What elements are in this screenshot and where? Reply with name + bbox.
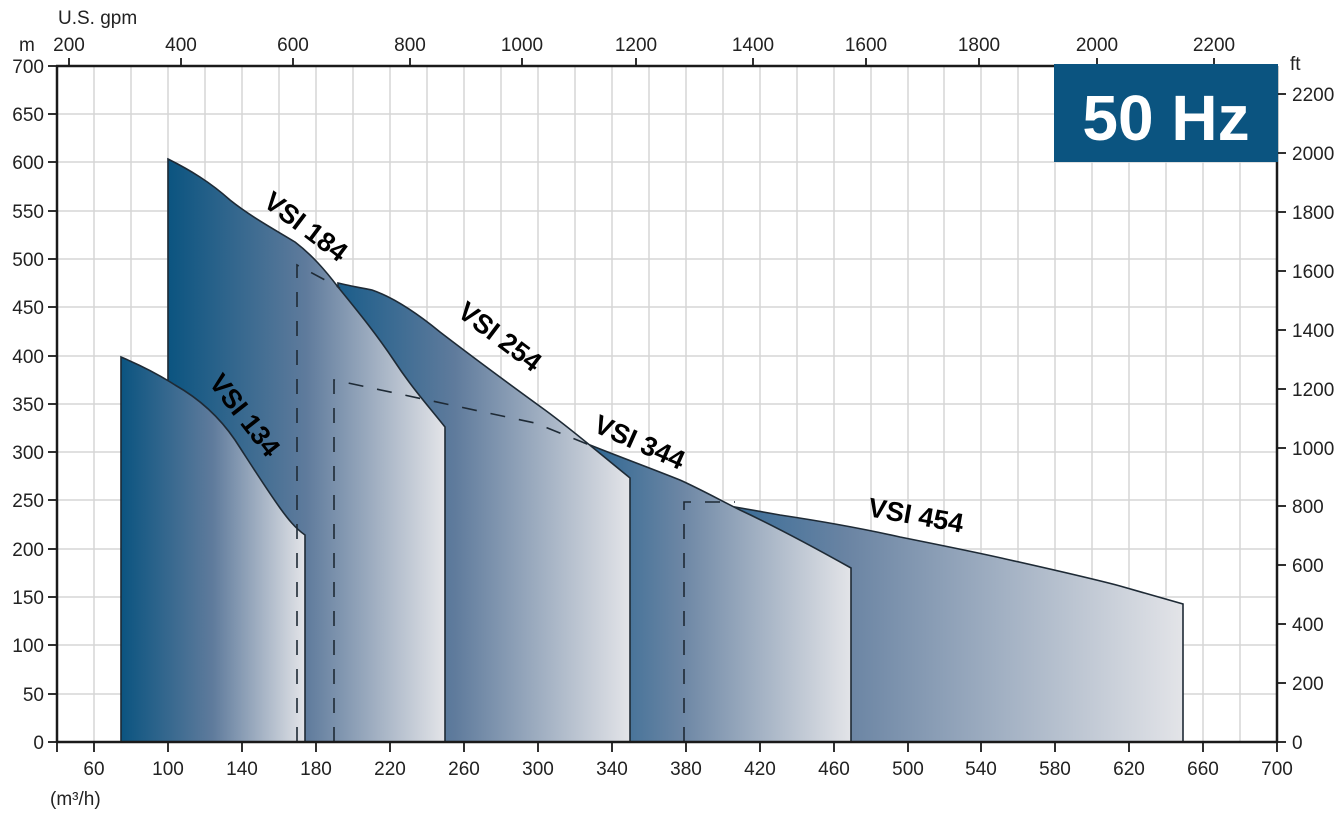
bottom-axis-unit: (m³/h) [50, 789, 101, 810]
svg-text:540: 540 [965, 759, 997, 780]
svg-text:0: 0 [33, 733, 44, 754]
svg-text:300: 300 [522, 759, 554, 780]
svg-text:700: 700 [1261, 759, 1293, 780]
svg-text:500: 500 [892, 759, 924, 780]
svg-text:2200: 2200 [1193, 35, 1235, 56]
svg-text:450: 450 [12, 298, 44, 319]
svg-text:580: 580 [1039, 759, 1071, 780]
svg-text:1800: 1800 [1292, 203, 1334, 224]
svg-text:100: 100 [152, 759, 184, 780]
svg-text:200: 200 [53, 35, 85, 56]
svg-text:1600: 1600 [1292, 262, 1334, 283]
svg-text:380: 380 [670, 759, 702, 780]
svg-text:1000: 1000 [501, 35, 543, 56]
svg-text:460: 460 [818, 759, 850, 780]
svg-text:150: 150 [12, 588, 44, 609]
svg-text:650: 650 [12, 105, 44, 126]
svg-text:340: 340 [596, 759, 628, 780]
right-axis-unit: ft [1290, 54, 1301, 75]
svg-text:2200: 2200 [1292, 85, 1334, 106]
left-ticks [48, 65, 57, 743]
svg-text:300: 300 [12, 443, 44, 464]
svg-text:200: 200 [12, 540, 44, 561]
left-axis-unit: m [19, 35, 35, 56]
svg-text:600: 600 [12, 153, 44, 174]
svg-text:350: 350 [12, 395, 44, 416]
svg-text:180: 180 [300, 759, 332, 780]
bottom-ticks [56, 742, 1278, 752]
svg-text:700: 700 [12, 57, 44, 78]
curve-vsi134 [120, 355, 306, 743]
svg-text:800: 800 [1292, 497, 1324, 518]
frequency-badge: 50 Hz [1054, 64, 1278, 162]
svg-text:660: 660 [1187, 759, 1219, 780]
svg-text:0: 0 [1292, 733, 1303, 754]
svg-text:250: 250 [12, 491, 44, 512]
svg-text:400: 400 [1292, 615, 1324, 636]
dashed-guides [296, 263, 735, 742]
svg-text:620: 620 [1113, 759, 1145, 780]
svg-text:1400: 1400 [1292, 321, 1334, 342]
svg-text:60: 60 [83, 759, 104, 780]
svg-text:2000: 2000 [1292, 144, 1334, 165]
svg-text:1600: 1600 [845, 35, 887, 56]
right-ticks [1277, 93, 1286, 743]
top-ticks [68, 58, 1215, 66]
svg-text:200: 200 [1292, 674, 1324, 695]
svg-text:1000: 1000 [1292, 439, 1334, 460]
svg-text:220: 220 [374, 759, 406, 780]
right-tick-labels: 0 200 400 600 800 1000 1200 1400 1600 18… [1292, 85, 1334, 754]
svg-text:800: 800 [394, 35, 426, 56]
svg-text:1800: 1800 [958, 35, 1000, 56]
svg-text:550: 550 [12, 202, 44, 223]
left-tick-labels: 0 50 100 150 200 250 300 350 400 450 500… [12, 57, 44, 754]
svg-text:600: 600 [1292, 556, 1324, 577]
svg-text:400: 400 [165, 35, 197, 56]
svg-text:2000: 2000 [1076, 35, 1118, 56]
svg-text:420: 420 [744, 759, 776, 780]
svg-text:500: 500 [12, 250, 44, 271]
svg-text:50: 50 [23, 685, 44, 706]
bottom-tick-labels: 60 100 140 180 220 260 300 340 380 420 4… [83, 759, 1292, 780]
frequency-badge-label: 50 Hz [1082, 82, 1249, 154]
svg-text:1400: 1400 [732, 35, 774, 56]
svg-text:400: 400 [12, 347, 44, 368]
svg-text:1200: 1200 [615, 35, 657, 56]
top-axis-unit: U.S. gpm [58, 8, 137, 29]
top-tick-labels: 200 400 600 800 1000 1200 1400 1600 1800… [53, 35, 1235, 56]
svg-text:100: 100 [12, 636, 44, 657]
svg-text:140: 140 [226, 759, 258, 780]
svg-text:600: 600 [277, 35, 309, 56]
curve-vsi344 [589, 443, 852, 743]
svg-text:1200: 1200 [1292, 380, 1334, 401]
svg-text:260: 260 [448, 759, 480, 780]
